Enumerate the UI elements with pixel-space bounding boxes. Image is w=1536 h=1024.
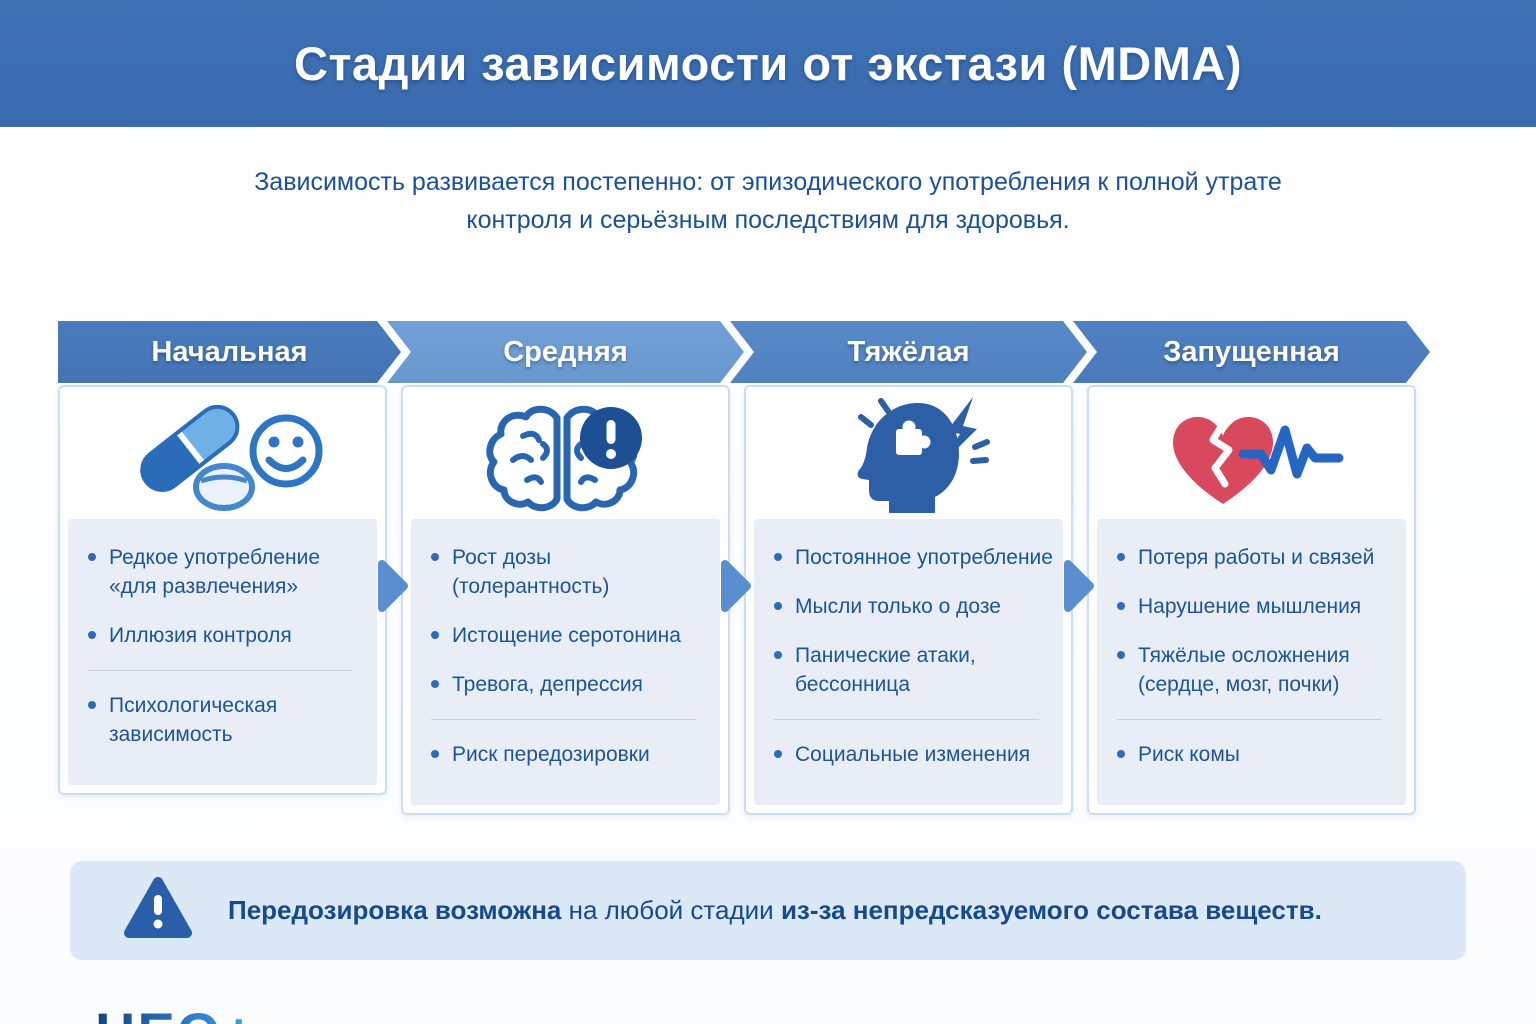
next-stage-arrow-icon	[376, 555, 410, 617]
list-item: Истощение серотонина	[429, 621, 710, 650]
list-item: Редкое употребление «для развлечения»	[86, 543, 367, 601]
bullet-dot-icon	[431, 680, 439, 688]
list-item: Психологическая зависимость	[86, 691, 367, 749]
bullet-dot-icon	[1117, 602, 1125, 610]
neo-plus-logo: НЕО+	[95, 1000, 257, 1024]
stage-list: Рост дозы (толерантность) Истощение серо…	[411, 519, 720, 805]
stage-icon-area	[746, 387, 1071, 515]
list-item: Иллюзия контроля	[86, 621, 367, 650]
list-item: Риск передозировки	[429, 740, 710, 769]
stage-label: Начальная	[151, 335, 308, 368]
stage-card-advanced: Потеря работы и связей Нарушение мышлени…	[1087, 385, 1416, 815]
next-stage-arrow-icon	[719, 555, 753, 617]
subtitle-line-2: контроля и серьёзным последствиям для зд…	[466, 206, 1070, 234]
bullet-dot-icon	[774, 602, 782, 610]
stage-list: Потеря работы и связей Нарушение мышлени…	[1097, 519, 1406, 805]
stage-card-severe: Постоянное употребление Мысли только о д…	[744, 385, 1073, 815]
stage-label: Средняя	[503, 335, 628, 368]
divider	[1117, 719, 1382, 720]
subtitle: Зависимость развивается постепенно: от э…	[0, 163, 1536, 239]
stage-column-severe: Тяжёлая Постоянное употребление Мысли т	[744, 321, 1094, 815]
warning-triangle-icon	[122, 875, 194, 946]
stage-header-advanced: Запущенная	[1073, 321, 1430, 383]
list-item: Мысли только о дозе	[772, 592, 1053, 621]
bullet-dot-icon	[1117, 750, 1125, 758]
bullet-dot-icon	[431, 631, 439, 639]
divider	[88, 670, 353, 671]
list-item: Панические атаки, бессонница	[772, 641, 1053, 699]
stage-icon-area	[403, 387, 728, 515]
head-puzzle-lightning-icon	[857, 397, 990, 513]
bullet-dot-icon	[1117, 651, 1125, 659]
bullet-dot-icon	[774, 553, 782, 561]
broken-heart-ekg-icon	[1172, 416, 1343, 504]
stage-icon-area	[1089, 387, 1414, 515]
stage-card-middle: Рост дозы (толерантность) Истощение серо…	[401, 385, 730, 815]
header-band: Стадии зависимости от экстази (MDMA)	[0, 0, 1536, 127]
bullet-dot-icon	[774, 651, 782, 659]
stage-icon-area	[60, 387, 385, 515]
stage-card-initial: Редкое употребление «для развлечения» Ил…	[58, 385, 387, 795]
list-item: Тяжёлые осложнения (сердце, мозг, почки)	[1115, 641, 1396, 699]
bullet-dot-icon	[88, 701, 96, 709]
bullet-dot-icon	[431, 553, 439, 561]
bullet-dot-icon	[1117, 553, 1125, 561]
stage-header-middle: Средняя	[387, 321, 744, 383]
subtitle-line-1: Зависимость развивается постепенно: от э…	[254, 168, 1282, 196]
stage-list: Постоянное употребление Мысли только о д…	[754, 519, 1063, 805]
bullet-dot-icon	[431, 750, 439, 758]
divider	[431, 719, 696, 720]
stage-label: Запущенная	[1163, 335, 1340, 368]
brain-alert-icon	[486, 405, 642, 512]
stage-column-advanced: Запущенная Потеря работы и связей Наруше…	[1087, 321, 1416, 815]
bullet-dot-icon	[88, 553, 96, 561]
bullet-dot-icon	[88, 631, 96, 639]
list-item: Потеря работы и связей	[1115, 543, 1396, 572]
stage-column-initial: Начальная	[58, 321, 408, 815]
list-item: Нарушение мышления	[1115, 592, 1396, 621]
stage-header-severe: Тяжёлая	[730, 321, 1087, 383]
stage-header-initial: Начальная	[58, 321, 401, 383]
list-item: Риск комы	[1115, 740, 1396, 769]
list-item: Тревога, депрессия	[429, 670, 710, 699]
list-item: Социальные изменения	[772, 740, 1053, 769]
stages-row: Начальная	[58, 321, 1416, 815]
stage-list: Редкое употребление «для развлечения» Ил…	[68, 519, 377, 785]
bullet-dot-icon	[774, 750, 782, 758]
warning-segment: из-за непредсказуемого состава веществ.	[780, 895, 1322, 925]
warning-banner: Передозировка возможна на любой стадии и…	[70, 861, 1466, 960]
warning-segment: Передозировка возможна	[228, 895, 562, 925]
pills-smiley-icon	[140, 404, 323, 511]
stage-column-middle: Средняя Рост дозы (толерантность)	[401, 321, 751, 815]
divider	[774, 719, 1039, 720]
page-title: Стадии зависимости от экстази (MDMA)	[294, 37, 1242, 90]
list-item: Рост дозы (толерантность)	[429, 543, 710, 601]
warning-text: Передозировка возможна на любой стадии и…	[228, 895, 1322, 926]
next-stage-arrow-icon	[1062, 555, 1096, 617]
list-item: Постоянное употребление	[772, 543, 1053, 572]
warning-segment: на любой стадии	[561, 895, 781, 925]
stage-label: Тяжёлая	[847, 335, 970, 368]
